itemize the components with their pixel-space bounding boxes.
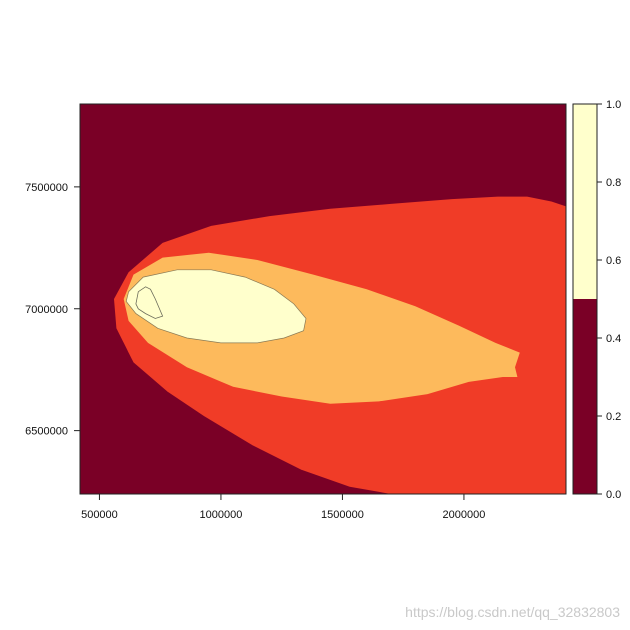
colorbar-segment bbox=[573, 104, 597, 299]
y-tick-label: 7000000 bbox=[25, 304, 68, 316]
colorbar-tick-label: 0.6 bbox=[606, 255, 621, 267]
region-inner bbox=[126, 269, 306, 343]
colorbar-segment bbox=[573, 299, 597, 494]
heatmap-regions bbox=[114, 196, 566, 494]
watermark: https://blog.csdn.net/qq_32832803 bbox=[405, 604, 620, 620]
colorbar-border bbox=[572, 103, 598, 495]
x-tick-label: 1500000 bbox=[321, 509, 364, 521]
x-tick-label: 500000 bbox=[81, 509, 118, 521]
x-axis: 500000 1000000 1500000 2000000 bbox=[81, 494, 485, 521]
x-tick-label: 1000000 bbox=[200, 509, 243, 521]
colorbar-tick-label: 0.0 bbox=[606, 489, 621, 501]
y-tick-label: 7500000 bbox=[25, 182, 68, 194]
x-tick-label: 2000000 bbox=[443, 509, 486, 521]
y-axis: 6500000 7000000 7500000 bbox=[25, 182, 80, 438]
y-tick-label: 6500000 bbox=[25, 426, 68, 438]
colorbar-tick-label: 1.0 bbox=[606, 99, 621, 111]
region-inner-outline bbox=[125, 269, 307, 344]
colorbar: 0.0 0.2 0.4 0.6 0.8 1.0 bbox=[572, 99, 621, 501]
plot-border bbox=[79, 103, 567, 495]
contour-line bbox=[135, 286, 164, 319]
colorbar-tick-label: 0.2 bbox=[606, 411, 621, 423]
colorbar-tick-label: 0.4 bbox=[606, 333, 621, 345]
colorbar-tick-label: 0.8 bbox=[606, 177, 621, 189]
